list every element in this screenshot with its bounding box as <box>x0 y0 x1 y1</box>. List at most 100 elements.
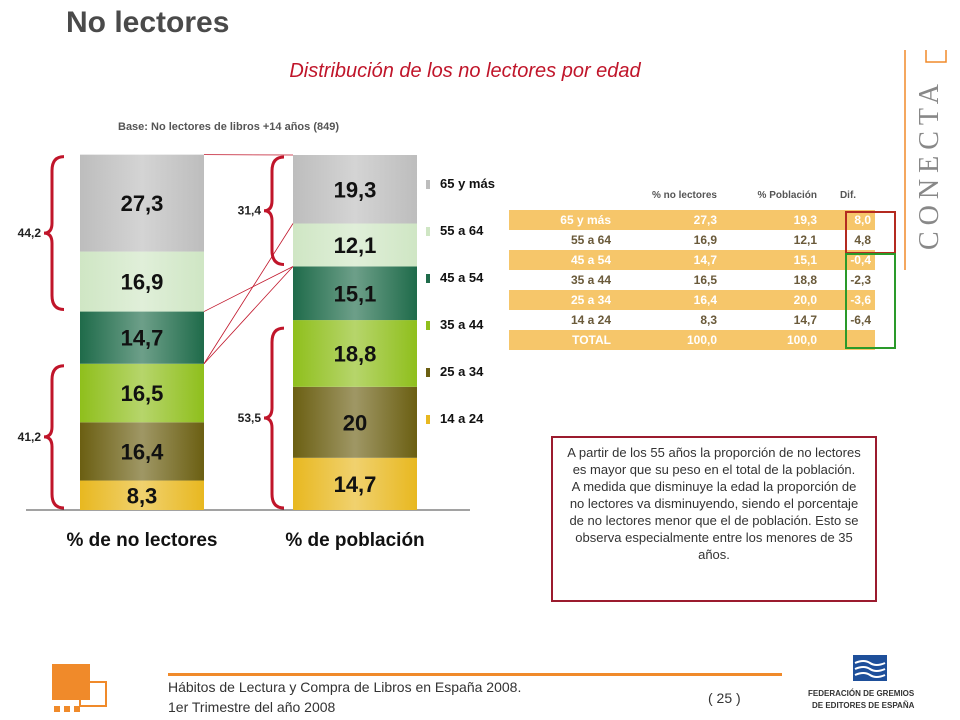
table-cell: 8,3 <box>615 310 721 330</box>
brace-left-lower <box>43 364 65 510</box>
conecta-logo: CONECTA <box>904 50 947 270</box>
note-box: A partir de los 55 años la proporción de… <box>551 436 877 602</box>
data-label-25-a-34: 20 <box>343 410 367 435</box>
data-label-45-a-54: 15,1 <box>334 281 377 306</box>
bar-segment-14-a-24 <box>80 480 204 510</box>
base-note: Base: No lectores de libros +14 años (84… <box>118 121 340 133</box>
table-cell: 8,0 <box>821 210 875 230</box>
data-label-25-a-34: 16,4 <box>121 439 165 464</box>
legend-item: 14 a 24 <box>426 411 483 426</box>
fge-logo: FEDERACIÓN DE GREMIOS DE EDITORES DE ESP… <box>808 655 915 710</box>
footer-date: 1er Trimestre del año 2008 <box>168 699 336 715</box>
bar-segment-55-a-64 <box>80 251 204 312</box>
table-cell: 16,4 <box>615 290 721 310</box>
table-row: 55 a 64 16,9 12,1 4,8 <box>509 230 875 250</box>
table-row: TOTAL 100,0 100,0 <box>509 330 875 350</box>
table-cell: 100,0 <box>721 330 821 350</box>
legend-item: 65 y más <box>426 176 495 191</box>
table-cell: 25 a 34 <box>509 290 615 310</box>
table-cell: 19,3 <box>721 210 821 230</box>
bar-segment-45-a-54 <box>80 311 204 364</box>
legend-item: 35 a 44 <box>426 317 483 332</box>
fge-line1: FEDERACIÓN DE GREMIOS <box>808 689 915 698</box>
positive-diff-box <box>845 211 896 254</box>
table-row: 14 a 24 8,3 14,7 -6,4 <box>509 310 875 330</box>
table-header-cell: % no lectores <box>651 189 717 201</box>
table-cell: 14 a 24 <box>509 310 615 330</box>
bar-segment-35-a-44 <box>80 363 204 423</box>
bar-segment-45-a-54 <box>293 266 417 321</box>
table-cell: 27,3 <box>615 210 721 230</box>
bars-layer: 8,3 16,4 16,5 14,7 16,9 27,3 14,7 20 18,8 15,1 12,… <box>80 154 417 510</box>
page-title: No lectores <box>66 6 230 39</box>
connector-line <box>203 266 294 365</box>
footer-title: Hábitos de Lectura y Compra de Libros en… <box>168 679 522 695</box>
bar-segment-65-y-más <box>80 154 204 252</box>
bar-segment-35-a-44 <box>293 320 417 387</box>
data-label-14-a-24: 8,3 <box>127 483 158 508</box>
data-label-65-y-más: 27,3 <box>121 191 164 216</box>
table-cell <box>821 330 875 350</box>
braces-layer: 44,2 41,2 31,4 53,5 <box>18 155 285 510</box>
connector-lines <box>203 154 294 365</box>
category-label-no-lectores: % de no lectores <box>67 530 218 551</box>
table-cell: -6,4 <box>821 310 875 330</box>
legend-item: 25 a 34 <box>426 364 483 379</box>
data-label-65-y-más: 19,3 <box>334 177 377 202</box>
table-cell: 4,8 <box>821 230 875 250</box>
connector-line <box>203 223 294 364</box>
legend-item: 45 a 54 <box>426 270 483 285</box>
legend-swatch <box>426 415 430 425</box>
brace-left-upper <box>43 155 65 312</box>
table-row: 25 a 34 16,4 20,0 -3,6 <box>509 290 875 310</box>
table-cell: 16,9 <box>615 230 721 250</box>
table-row: 35 a 44 16,5 18,8 -2,3 <box>509 270 875 290</box>
connector-line <box>203 266 294 312</box>
legend-item: 55 a 64 <box>426 223 483 238</box>
data-label-45-a-54: 14,7 <box>121 326 164 351</box>
data-label-35-a-44: 18,8 <box>334 341 377 366</box>
brace-right-lower-label: 53,5 <box>238 411 262 425</box>
page-number: ( 25 ) <box>708 690 741 706</box>
table-header-row: % no lectores % Población Dif. <box>509 180 875 210</box>
table-cell: 65 y más <box>509 210 615 230</box>
legend-label: 35 a 44 <box>440 317 484 332</box>
legend-swatch <box>426 321 430 331</box>
legend-label: 65 y más <box>440 176 495 191</box>
table-cell: 12,1 <box>721 230 821 250</box>
table-cell: 18,8 <box>721 270 821 290</box>
legend-label: 14 a 24 <box>440 411 484 426</box>
legend-label: 25 a 34 <box>440 364 484 379</box>
table-cell: -3,6 <box>821 290 875 310</box>
legend-swatch <box>426 274 430 284</box>
fge-line2: DE EDITORES DE ESPAÑA <box>812 701 915 710</box>
table-cell: 16,5 <box>615 270 721 290</box>
legend-swatch <box>426 227 430 237</box>
bar-segment-14-a-24 <box>293 457 417 510</box>
orange-squares-logo <box>52 664 107 712</box>
data-label-35-a-44: 16,5 <box>121 381 164 406</box>
brace-right-upper <box>263 155 285 266</box>
table-row: 65 y más 27,3 19,3 8,0 <box>509 210 875 230</box>
bar-segment-25-a-34 <box>293 386 417 458</box>
legend-swatch <box>426 368 430 378</box>
footer-line <box>168 673 782 676</box>
bar-segment-55-a-64 <box>293 223 417 267</box>
brace-left-upper-label: 44,2 <box>18 226 42 240</box>
data-label-55-a-64: 12,1 <box>334 233 377 258</box>
table-cell: 14,7 <box>721 310 821 330</box>
legend-label: 55 a 64 <box>440 223 484 238</box>
table-header-cell: Dif. <box>839 189 857 201</box>
bar-segment-65-y-más <box>293 155 417 224</box>
brace-right-upper-label: 31,4 <box>238 204 262 218</box>
table-cell: -2,3 <box>821 270 875 290</box>
brace-left-lower-label: 41,2 <box>18 430 42 444</box>
table-cell: 100,0 <box>615 330 721 350</box>
data-label-14-a-24: 14,7 <box>334 472 377 497</box>
negative-diff-box <box>845 253 896 349</box>
brace-right-lower <box>263 326 285 510</box>
category-label-poblacion: % de población <box>285 530 424 551</box>
table-cell: 45 a 54 <box>509 250 615 270</box>
